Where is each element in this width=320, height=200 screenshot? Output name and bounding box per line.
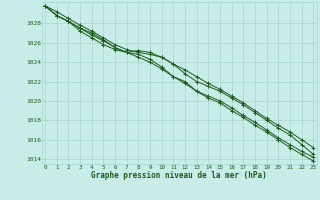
X-axis label: Graphe pression niveau de la mer (hPa): Graphe pression niveau de la mer (hPa) (91, 171, 267, 180)
